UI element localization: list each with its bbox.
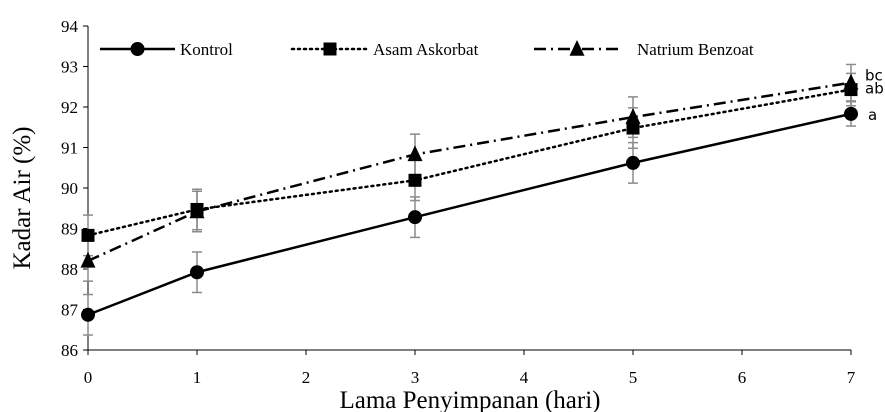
data-point-1 xyxy=(408,173,422,187)
x-axis-title: Lama Penyimpanan (hari) xyxy=(339,387,600,412)
y-tick-label: 88 xyxy=(61,260,78,279)
data-point-0 xyxy=(626,155,640,170)
y-tick-label: 90 xyxy=(61,179,78,198)
data-point-2 xyxy=(189,202,205,219)
x-tick-label: 3 xyxy=(411,368,420,387)
x-tick-label: 0 xyxy=(84,368,93,387)
legend-marker-1 xyxy=(323,42,337,56)
x-tick-label: 5 xyxy=(629,368,638,387)
significance-label: bc xyxy=(865,67,883,85)
data-point-0 xyxy=(844,106,858,121)
legend-label-0: Kontrol xyxy=(180,40,233,59)
x-tick-label: 6 xyxy=(738,368,747,387)
y-tick-label: 87 xyxy=(61,301,79,320)
data-point-2 xyxy=(843,73,859,90)
y-tick-label: 93 xyxy=(61,58,78,77)
legend-marker-0 xyxy=(130,42,145,56)
y-tick-label: 91 xyxy=(61,139,78,158)
x-tick-label: 2 xyxy=(302,368,311,387)
legend-label-1: Asam Askorbat xyxy=(373,40,479,59)
data-point-2 xyxy=(80,251,96,268)
x-tick-label: 7 xyxy=(847,368,856,387)
y-axis-title: Kadar Air (%) xyxy=(9,127,36,270)
y-tick-label: 89 xyxy=(61,220,78,239)
data-point-0 xyxy=(408,210,422,225)
legend: Kontrol Asam Askorbat Natrium Benzoat xyxy=(100,40,754,59)
data-point-1 xyxy=(81,228,95,242)
data-point-0 xyxy=(81,307,95,322)
data-point-1 xyxy=(626,121,640,135)
legend-label-2: Natrium Benzoat xyxy=(637,40,754,59)
data-point-2 xyxy=(407,145,423,162)
y-tick-label: 92 xyxy=(61,98,78,117)
data-point-2 xyxy=(625,108,641,124)
data-point-0 xyxy=(190,265,204,280)
y-tick-label: 86 xyxy=(61,341,78,360)
axes: 86 87 88 89 90 91 92 93 94 0 1 2 3 4 5 6 7 xyxy=(61,17,856,387)
x-tick-label: 1 xyxy=(193,368,202,387)
x-tick-label: 4 xyxy=(520,368,529,387)
significance-label: ab xyxy=(865,80,884,98)
legend-marker-2 xyxy=(569,40,585,56)
significance-label: a xyxy=(868,106,877,124)
y-tick-label: 94 xyxy=(61,17,79,36)
